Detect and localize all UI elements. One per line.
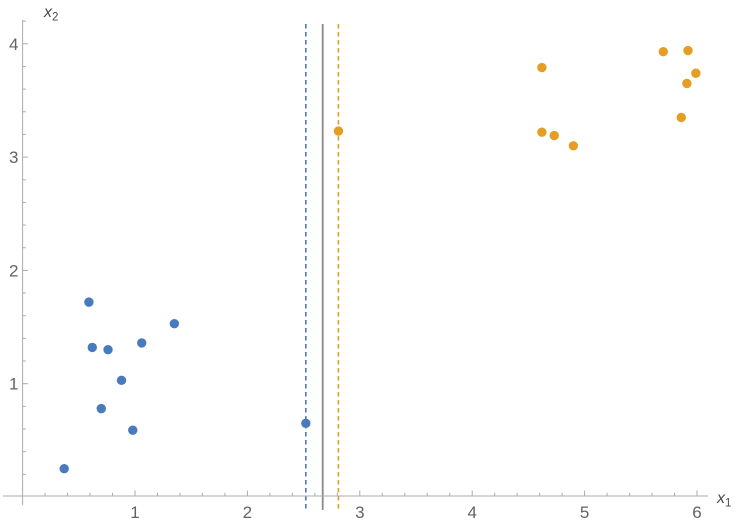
data-point-class-blue bbox=[103, 345, 113, 355]
x-axis-label: x1 bbox=[716, 490, 731, 510]
data-point-class-blue bbox=[84, 297, 94, 307]
data-point-class-orange bbox=[676, 112, 686, 123]
y-tick-label: 1 bbox=[9, 375, 18, 394]
data-point-class-orange bbox=[549, 130, 559, 141]
data-point-class-blue bbox=[96, 403, 106, 414]
x-tick-label: 5 bbox=[580, 503, 589, 522]
data-point-class-blue bbox=[116, 375, 127, 386]
data-point-class-orange bbox=[537, 62, 547, 73]
data-point-class-orange bbox=[537, 127, 547, 137]
data-point-class-orange bbox=[683, 45, 693, 56]
data-point-class-blue bbox=[137, 338, 147, 348]
data-point-class-orange bbox=[691, 68, 701, 78]
data-point-class-orange bbox=[568, 141, 579, 151]
x-tick-label: 3 bbox=[355, 503, 364, 522]
data-point-class-blue bbox=[169, 318, 180, 329]
data-point-class-blue bbox=[301, 418, 311, 429]
y-tick-label: 3 bbox=[9, 148, 18, 167]
x-tick-label: 2 bbox=[243, 503, 252, 522]
y-tick-label: 2 bbox=[9, 261, 18, 280]
data-point-class-orange bbox=[333, 126, 344, 136]
data-point-class-blue bbox=[128, 425, 138, 435]
data-point-class-blue bbox=[59, 463, 69, 474]
x-tick-label: 1 bbox=[130, 503, 139, 522]
x-tick-label: 6 bbox=[692, 503, 701, 522]
data-point-class-blue bbox=[87, 342, 97, 353]
x-tick-label: 4 bbox=[467, 503, 476, 522]
data-point-class-orange bbox=[682, 78, 692, 89]
y-axis-label: x2 bbox=[43, 4, 58, 24]
y-tick-label: 4 bbox=[9, 35, 18, 54]
data-point-class-orange bbox=[658, 47, 668, 57]
